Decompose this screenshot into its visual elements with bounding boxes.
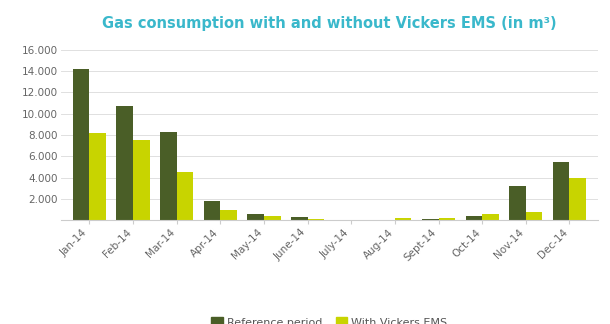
Bar <box>569 178 586 220</box>
Legend: Reference period, With Vickers EMS: Reference period, With Vickers EMS <box>207 313 452 324</box>
Bar <box>177 172 193 220</box>
Bar <box>247 214 264 220</box>
Bar <box>117 106 133 220</box>
Bar <box>553 162 569 220</box>
Bar <box>291 216 307 220</box>
Bar <box>509 186 526 220</box>
Bar <box>264 216 281 220</box>
Bar <box>204 201 220 220</box>
Bar <box>90 133 106 220</box>
Bar <box>307 219 324 220</box>
Bar <box>439 218 455 220</box>
Bar <box>133 140 149 220</box>
Bar <box>465 216 482 220</box>
Bar <box>73 69 90 220</box>
Bar <box>526 212 542 220</box>
Bar <box>220 210 237 220</box>
Title: Gas consumption with and without Vickers EMS (in m³): Gas consumption with and without Vickers… <box>102 16 557 31</box>
Bar <box>395 218 412 220</box>
Bar <box>422 219 439 220</box>
Bar <box>482 214 499 220</box>
Bar <box>160 132 177 220</box>
